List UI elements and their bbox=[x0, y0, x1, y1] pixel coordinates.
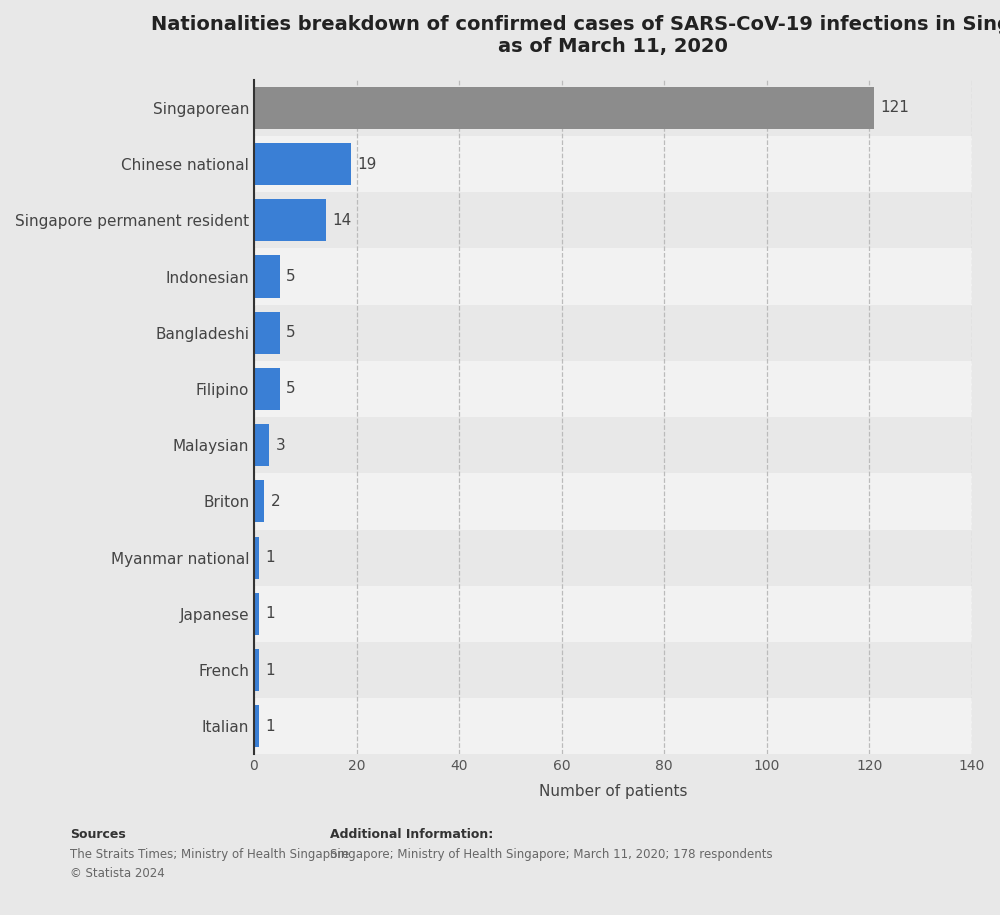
Bar bbox=[254, 368, 280, 410]
Bar bbox=[254, 480, 264, 522]
Text: 1: 1 bbox=[265, 607, 275, 621]
Bar bbox=[254, 80, 972, 136]
Bar bbox=[254, 305, 972, 361]
Title: Nationalities breakdown of confirmed cases of SARS-CoV-19 infections in Singapor: Nationalities breakdown of confirmed cas… bbox=[151, 15, 1000, 56]
Bar bbox=[254, 473, 972, 530]
Bar bbox=[254, 642, 972, 698]
Bar bbox=[254, 143, 351, 185]
Bar bbox=[254, 87, 874, 129]
Text: 3: 3 bbox=[276, 437, 285, 453]
Bar bbox=[254, 361, 972, 417]
Text: The Straits Times; Ministry of Health Singapore
© Statista 2024: The Straits Times; Ministry of Health Si… bbox=[70, 848, 349, 880]
Bar bbox=[254, 530, 972, 586]
Bar bbox=[254, 136, 972, 192]
Text: 5: 5 bbox=[286, 325, 295, 340]
Bar bbox=[254, 705, 259, 748]
Bar bbox=[254, 586, 972, 642]
Bar bbox=[254, 425, 269, 467]
Text: 2: 2 bbox=[270, 494, 280, 509]
Bar bbox=[254, 536, 259, 578]
X-axis label: Number of patients: Number of patients bbox=[539, 784, 687, 800]
Text: Sources: Sources bbox=[70, 828, 126, 841]
Bar bbox=[254, 199, 326, 242]
Bar bbox=[254, 698, 972, 754]
Text: 1: 1 bbox=[265, 662, 275, 677]
Text: Additional Information:: Additional Information: bbox=[330, 828, 493, 841]
Bar bbox=[254, 192, 972, 249]
Text: 14: 14 bbox=[332, 213, 351, 228]
Text: 5: 5 bbox=[286, 269, 295, 284]
Text: 1: 1 bbox=[265, 550, 275, 565]
Bar bbox=[254, 312, 280, 354]
Text: 5: 5 bbox=[286, 382, 295, 396]
Bar bbox=[254, 417, 972, 473]
Text: 19: 19 bbox=[358, 156, 377, 172]
Bar bbox=[254, 255, 280, 297]
Bar bbox=[254, 593, 259, 635]
Text: Singapore; Ministry of Health Singapore; March 11, 2020; 178 respondents: Singapore; Ministry of Health Singapore;… bbox=[330, 848, 773, 861]
Text: 1: 1 bbox=[265, 719, 275, 734]
Bar bbox=[254, 649, 259, 691]
Text: 121: 121 bbox=[881, 101, 909, 115]
Bar bbox=[254, 249, 972, 305]
